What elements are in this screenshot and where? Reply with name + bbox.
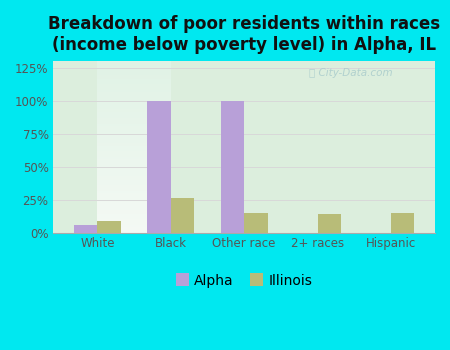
Text: ⓘ City-Data.com: ⓘ City-Data.com [309, 68, 393, 78]
Bar [171, 198, 194, 233]
Bar [147, 100, 171, 233]
Bar [74, 225, 97, 233]
Bar [97, 221, 121, 233]
Bar [244, 213, 268, 233]
Title: Breakdown of poor residents within races
(income below poverty level) in Alpha, : Breakdown of poor residents within races… [48, 15, 440, 54]
Bar [318, 214, 341, 233]
Legend: Alpha, Illinois: Alpha, Illinois [171, 269, 318, 294]
Bar [391, 213, 414, 233]
Bar [220, 100, 244, 233]
